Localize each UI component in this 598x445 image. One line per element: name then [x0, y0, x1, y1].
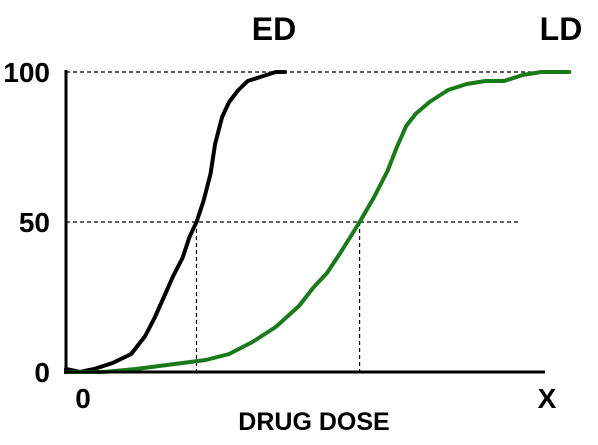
reference-lines	[66, 71, 532, 372]
x-axis-label: DRUG DOSE	[238, 408, 389, 436]
series-labels: ED LD	[252, 11, 583, 47]
y-tick-label-0: 0	[34, 357, 50, 388]
x-tick-label-x: X	[538, 383, 557, 414]
series-line-ld	[64, 70, 572, 374]
series-label-ed: ED	[252, 11, 296, 47]
y-tick-label-100: 100	[3, 57, 50, 88]
x-tick-label-0: 0	[75, 383, 91, 414]
tick-labels: 0 50 100 0 X	[3, 57, 556, 414]
series-lines	[64, 70, 572, 374]
series-line-ed	[64, 70, 287, 374]
y-tick-label-50: 50	[19, 207, 50, 238]
series-label-ld: LD	[540, 11, 583, 47]
